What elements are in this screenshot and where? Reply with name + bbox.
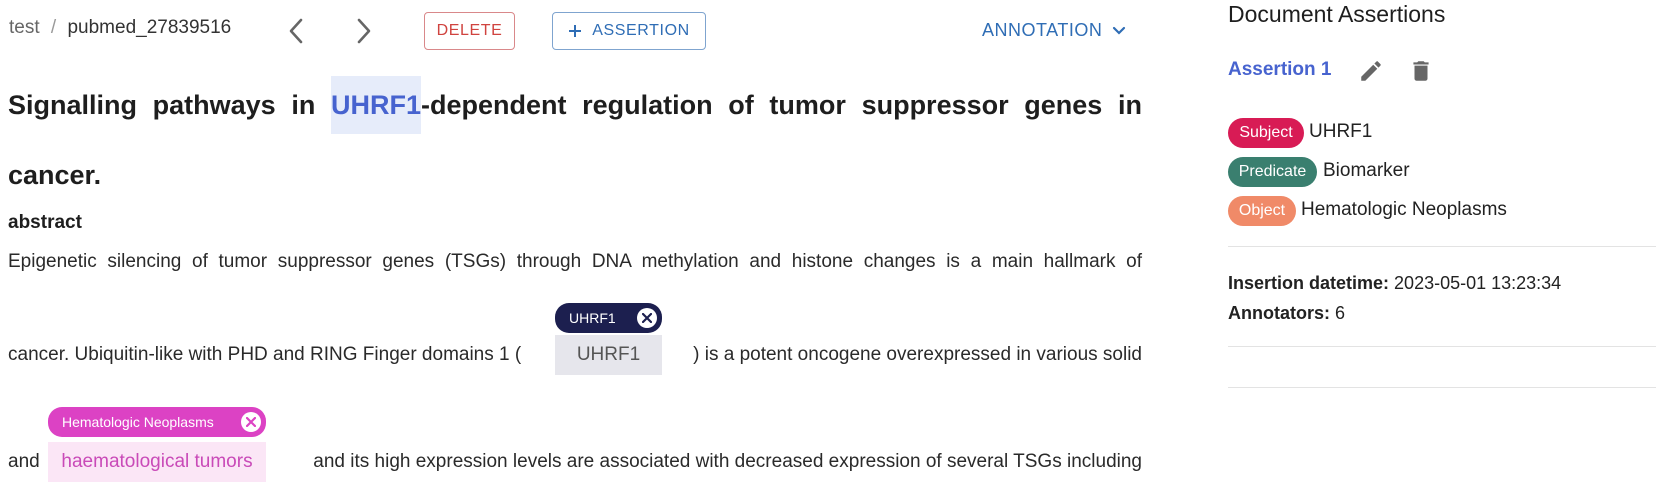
annotation-dropdown[interactable]: ANNOTATION (982, 20, 1126, 41)
assertion-link[interactable]: Assertion 1 (1228, 59, 1332, 80)
delete-button[interactable]: DELETE (424, 12, 515, 50)
chevron-right-icon (357, 18, 371, 44)
predicate-value: Biomarker (1323, 160, 1410, 181)
close-icon (642, 313, 652, 323)
title-word-suppressor: suppressor (861, 90, 1009, 120)
abstract-line-3-before: and (8, 451, 40, 472)
object-value: Hematologic Neoplasms (1301, 199, 1507, 220)
title-entity-group: UHRF1-dependent (330, 76, 567, 134)
annotators-value: 6 (1335, 303, 1346, 323)
breadcrumb-document: pubmed_27839516 (67, 17, 232, 38)
remove-annotation-hematologic-button[interactable] (241, 412, 261, 432)
breadcrumb-separator: / (50, 17, 57, 38)
insertion-datetime: Insertion datetime: 2023-05-01 13:23:34 (1228, 273, 1561, 294)
chevron-down-icon (1113, 26, 1126, 35)
object-tag-label: Object (1238, 202, 1286, 219)
abstract-line-3: and and its high expression levels are a… (8, 451, 1142, 481)
insertion-datetime-label: Insertion datetime: (1228, 273, 1390, 293)
subject-tag: Subject (1228, 118, 1304, 148)
title-word-in-2: in (1117, 90, 1142, 120)
previous-document-button[interactable] (282, 13, 310, 49)
insertion-datetime-value: 2023-05-01 13:23:34 (1394, 273, 1562, 293)
title-word-in: in (291, 90, 316, 120)
delete-button-label: DELETE (436, 22, 503, 39)
plus-icon (569, 25, 582, 37)
predicate-tag-label: Predicate (1238, 163, 1307, 180)
entity-haematological-tumors-text: haematological tumors (61, 451, 253, 472)
abstract-line-2-before: cancer. Ubiquitin-like with PHD and RING… (8, 344, 522, 365)
pencil-icon (1361, 61, 1381, 81)
breadcrumb: test / pubmed_27839516 (9, 17, 231, 39)
object-tag: Object (1228, 196, 1296, 226)
abstract-line-2: cancer. Ubiquitin-like with PHD and RING… (8, 344, 1142, 374)
annotation-dropdown-label: ANNOTATION (982, 20, 1103, 40)
entity-haematological-tumors[interactable]: haematological tumors (48, 442, 266, 482)
title-word-pathways: pathways (152, 90, 276, 120)
title-word-signalling: Signalling (8, 90, 138, 120)
add-assertion-button[interactable]: ASSERTION (552, 12, 706, 50)
abstract-line-3-after: and its high expression levels are assoc… (313, 451, 1142, 472)
sidebar-divider-3 (1228, 387, 1656, 388)
annotation-chip-hematologic-neoplasms[interactable]: Hematologic Neoplasms (48, 407, 266, 437)
chevron-left-icon (289, 18, 303, 44)
title-word-of: of (728, 90, 754, 120)
annotation-chip-hematologic-label: Hematologic Neoplasms (62, 414, 214, 430)
assertion-button-label: ASSERTION (592, 22, 690, 39)
predicate-tag: Predicate (1228, 157, 1317, 187)
annotators-label: Annotators: (1228, 303, 1330, 323)
sidebar-divider-2 (1228, 346, 1656, 347)
annotation-chip-uhrf1-label: UHRF1 (569, 310, 616, 326)
entity-uhrf1-text: UHRF1 (576, 344, 641, 365)
next-document-button[interactable] (350, 13, 378, 49)
subject-tag-label: Subject (1239, 124, 1293, 141)
annotators-count: Annotators: 6 (1228, 303, 1345, 324)
delete-assertion-button[interactable] (1408, 57, 1434, 85)
sidebar-divider-1 (1228, 246, 1656, 247)
entity-uhrf1[interactable]: UHRF1 (555, 335, 662, 375)
edit-assertion-button[interactable] (1358, 58, 1384, 84)
remove-annotation-uhrf1-button[interactable] (637, 308, 657, 328)
trash-icon (1413, 61, 1429, 81)
title-word-regulation: regulation (582, 90, 713, 120)
title-word-genes: genes (1024, 90, 1103, 120)
document-title: Signalling pathways in UHRF1-dependent r… (8, 76, 1142, 134)
title-word-tumor: tumor (769, 90, 846, 120)
section-heading: abstract (8, 212, 82, 233)
title-entity-uhrf1[interactable]: UHRF1 (330, 76, 421, 134)
document-title-line2: cancer. (8, 160, 102, 190)
subject-value: UHRF1 (1309, 121, 1373, 142)
annotation-chip-uhrf1[interactable]: UHRF1 (555, 303, 662, 333)
abstract-line-2-after: ) is a potent oncogene overexpressed in … (693, 344, 1142, 365)
close-icon (246, 417, 256, 427)
sidebar-title: Document Assertions (1228, 1, 1446, 27)
abstract-line-1: Epigenetic silencing of tumor suppressor… (8, 251, 1142, 272)
breadcrumb-project[interactable]: test (9, 17, 40, 38)
